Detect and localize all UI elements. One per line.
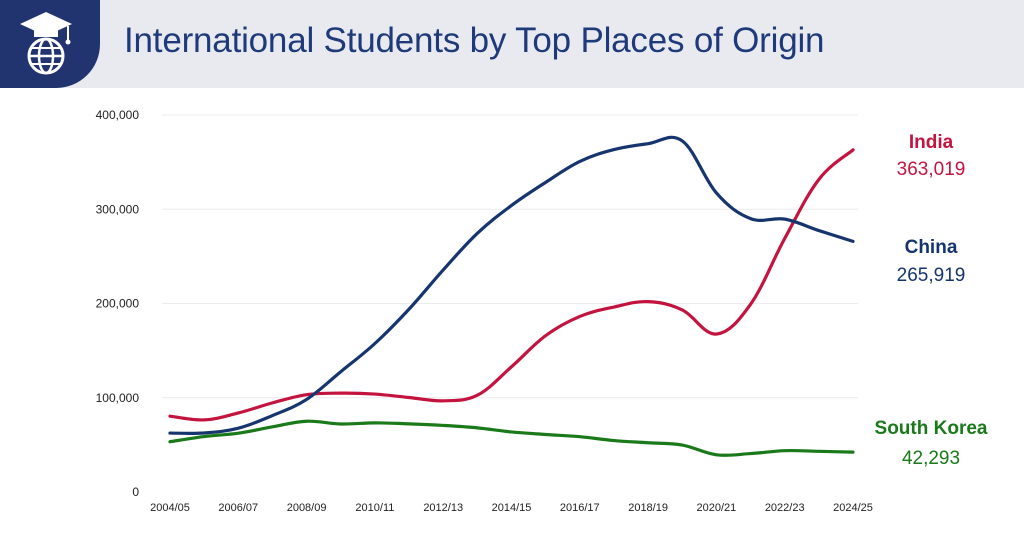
x-tick-label: 2018/19: [628, 502, 668, 514]
x-axis-ticks: 2004/05 2006/07 2008/09 2010/11 2012/13 2014/…: [150, 502, 873, 514]
x-tick-label: 2010/11: [355, 502, 394, 514]
series-value-india: 363,019: [897, 159, 966, 180]
page-title: International Students by Top Places of …: [124, 21, 825, 60]
y-tick-label: 400,000: [96, 108, 140, 122]
chart-gridlines: [162, 114, 858, 399]
series-line-india: [168, 148, 855, 422]
x-tick-label: 2020/21: [697, 502, 737, 514]
logo-badge: [0, 0, 100, 88]
x-tick-label: 2006/07: [218, 502, 258, 514]
y-tick-label: 0: [132, 485, 139, 499]
series-label-south-korea: South Korea: [875, 418, 988, 439]
y-axis-ticks: 0 100,000 200,000 300,000 400,000: [96, 108, 140, 499]
y-tick-label: 300,000: [96, 202, 140, 216]
header-bar: International Students by Top Places of …: [0, 0, 1024, 88]
series-value-south-korea: 42,293: [902, 448, 960, 469]
x-tick-label: 2022/23: [765, 502, 805, 514]
y-tick-label: 100,000: [96, 391, 140, 405]
x-tick-label: 2024/25: [833, 502, 873, 514]
x-tick-label: 2014/15: [492, 502, 532, 514]
x-tick-label: 2016/17: [560, 502, 600, 514]
x-tick-label: 2004/05: [150, 502, 190, 514]
x-tick-label: 2012/13: [423, 502, 463, 514]
series-label-india: India: [909, 132, 954, 153]
series-line-china: [168, 135, 855, 436]
series-label-china: China: [905, 237, 958, 258]
graduation-globe-icon: [20, 12, 72, 75]
x-tick-label: 2008/09: [287, 502, 327, 514]
series-value-china: 265,919: [897, 265, 966, 286]
chart-series: [168, 135, 855, 457]
y-tick-label: 200,000: [96, 297, 140, 311]
series-line-south-korea: [168, 419, 855, 457]
series-end-labels: India 363,019 China 265,919 South Korea 42,29…: [875, 132, 988, 469]
